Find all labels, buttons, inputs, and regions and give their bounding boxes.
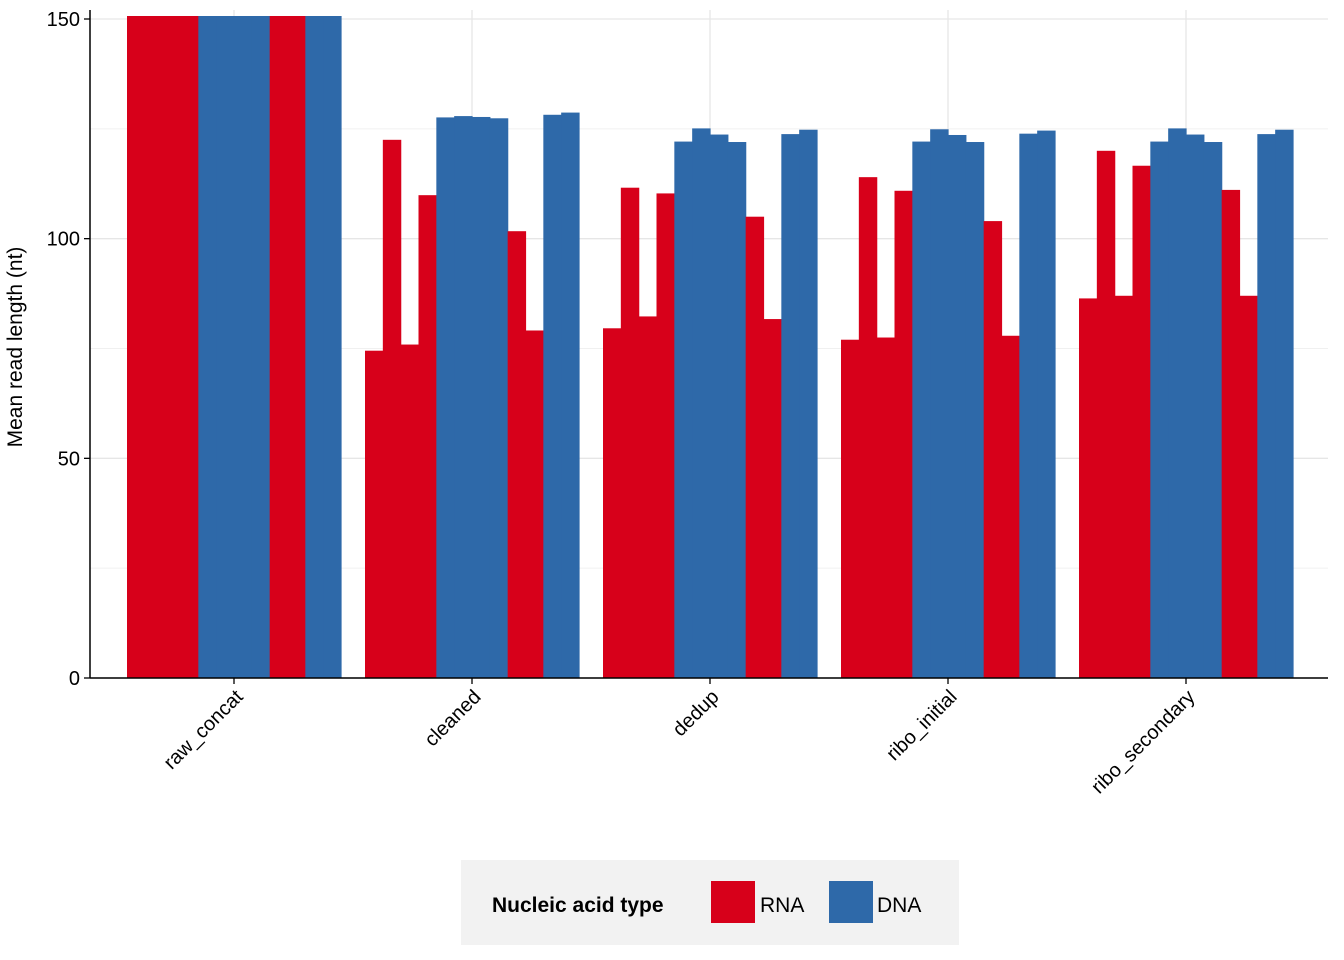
bar-rna — [603, 328, 622, 678]
bar-rna — [894, 190, 913, 678]
legend-label-dna: DNA — [877, 894, 921, 917]
x-ticks: raw_concat cleaned dedup ribo_initial ribo_s… — [160, 678, 1200, 798]
bar-dna — [692, 128, 711, 679]
bar-rna — [144, 16, 164, 678]
bar-rna — [287, 16, 306, 678]
bar-dna — [472, 116, 491, 679]
bars — [127, 16, 1294, 679]
bar-dna — [674, 141, 693, 679]
legend-background — [461, 860, 959, 945]
bar-rna — [841, 339, 860, 678]
axes — [89, 10, 1328, 679]
bar-dna — [198, 16, 217, 678]
bar-rna — [1001, 335, 1020, 678]
x-tick-label: cleaned — [420, 686, 485, 751]
legend-title: Nucleic acid type — [492, 894, 664, 917]
bar-rna — [876, 337, 896, 678]
bar-rna — [858, 177, 878, 678]
legend: Nucleic acid type RNA DNA — [461, 860, 959, 945]
bar-rna — [418, 195, 437, 678]
bar-dna — [1168, 128, 1187, 679]
bar-rna — [365, 350, 384, 678]
legend-swatch-dna — [829, 881, 873, 923]
bar-rna — [400, 344, 420, 678]
bar-rna — [656, 193, 675, 678]
bar-rna — [507, 231, 527, 678]
bar-dna — [234, 16, 253, 678]
bar-dna — [1203, 142, 1223, 679]
bar-rna — [162, 16, 182, 678]
bar-rna — [180, 16, 199, 678]
bar-rna — [127, 16, 146, 678]
y-tick-label: 50 — [58, 448, 80, 470]
legend-swatch-rna — [711, 881, 755, 923]
bar-dna — [727, 142, 747, 679]
y-tick-label: 100 — [47, 229, 80, 251]
bar-dna — [323, 16, 342, 678]
bar-dna — [799, 129, 818, 678]
bar-dna — [1186, 134, 1205, 678]
bar-rna — [763, 319, 782, 678]
bar-dna — [930, 129, 949, 679]
bar-rna — [1079, 298, 1098, 678]
bar-rna — [525, 330, 544, 678]
bar-dna — [216, 16, 235, 678]
bar-dna — [710, 134, 729, 678]
y-axis-title: Mean read length (nt) — [4, 247, 27, 448]
y-tick-label: 0 — [69, 668, 80, 690]
bar-dna — [1275, 129, 1294, 678]
bar-rna — [620, 187, 640, 679]
bar-dna — [948, 134, 967, 678]
bar-rna — [269, 16, 289, 678]
bar-dna — [965, 142, 985, 679]
bar-rna — [1221, 189, 1241, 678]
legend-label-rna: RNA — [760, 894, 804, 917]
bar-dna — [561, 112, 580, 678]
bar-dna — [781, 134, 800, 678]
y-ticks: 0 50 100 150 — [47, 9, 90, 690]
bar-dna — [1150, 141, 1169, 679]
bar-dna — [251, 16, 271, 678]
bar-dna — [912, 141, 931, 679]
bar-dna — [489, 118, 509, 679]
x-tick-label: ribo_initial — [882, 686, 961, 765]
bar-dna — [1019, 133, 1038, 678]
x-tick-label: dedup — [669, 686, 724, 741]
bar-rna — [382, 139, 402, 679]
bar-dna — [1037, 130, 1056, 678]
bar-dna — [305, 16, 324, 678]
bar-rna — [1114, 295, 1134, 678]
bar-rna — [1239, 295, 1258, 678]
x-tick-label: raw_concat — [160, 686, 248, 774]
bar-rna — [745, 216, 765, 678]
bar-dna — [543, 114, 562, 679]
bar-rna — [983, 221, 1003, 679]
bar-rna — [638, 316, 658, 678]
x-tick-label: ribo_secondary — [1087, 686, 1199, 798]
bar-dna — [454, 116, 473, 679]
bar-rna — [1132, 165, 1151, 679]
bar-dna — [1257, 134, 1276, 678]
bar-rna — [1096, 150, 1116, 679]
y-tick-label: 150 — [47, 9, 80, 31]
bar-dna — [436, 117, 455, 679]
